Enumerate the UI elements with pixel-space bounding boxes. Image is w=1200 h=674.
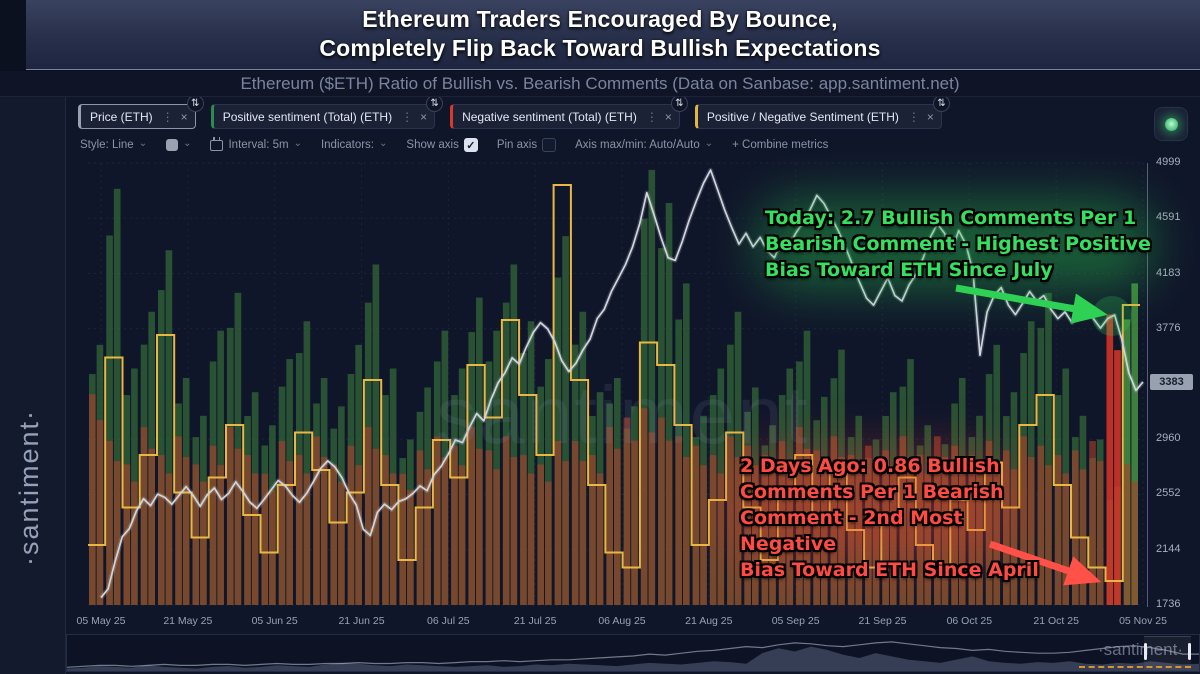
- title-banner: Ethereum Traders Encouraged By Bounce, C…: [0, 0, 1200, 70]
- chart-subtitle: Ethereum ($ETH) Ratio of Bullish vs. Bea…: [0, 71, 1200, 97]
- date-tick-label: 06 Aug 25: [598, 615, 646, 627]
- price-axis-line: [1147, 163, 1148, 607]
- date-tick-label: 05 Sep 25: [771, 615, 820, 627]
- price-tick-label: 4183: [1156, 266, 1181, 279]
- tab-label: Positive / Negative Sentiment (ETH): [706, 109, 899, 124]
- bearish-annotation-line: Comments Per 1 Bearish: [740, 481, 1004, 503]
- tab-positive-negative-ratio[interactable]: Positive / Negative Sentiment (ETH) ⋮ × …: [694, 95, 950, 129]
- bullish-annotation-line: Bias Toward ETH Since July: [765, 259, 1053, 281]
- left-sidebar: ·santiment·: [0, 97, 66, 674]
- price-tick-label: 4591: [1156, 211, 1181, 224]
- bearish-annotation-line: Bias Toward ETH Since April: [740, 559, 1039, 581]
- price-tick-label: 2552: [1156, 487, 1181, 500]
- chevron-down-icon: ⌄: [704, 137, 714, 149]
- main-chart-area[interactable]: [74, 155, 1154, 615]
- date-tick-label: 21 Jun 25: [338, 615, 385, 627]
- pin-axis-label: Pin axis: [496, 139, 538, 151]
- bearish-annotation-line: Comment - 2nd Most Negative: [740, 507, 963, 555]
- date-tick-label: 05 Jun 25: [251, 615, 298, 627]
- chart-toolbar: Style: Line ⌄ ⌄ Interval: 5m ⌄ Indicator…: [80, 136, 828, 152]
- tab-label: Positive sentiment (Total) (ETH): [222, 109, 393, 124]
- tab-price-eth[interactable]: Price (ETH) ⋮ × ⇅: [78, 95, 204, 129]
- combine-metrics-label: + Combine metrics: [732, 139, 829, 151]
- tab-menu-icon[interactable]: ⋮: [401, 109, 414, 124]
- price-tick-label: 2960: [1156, 432, 1181, 445]
- navigator-highlight-dash: [1079, 666, 1191, 668]
- price-tick-label: 4999: [1156, 156, 1181, 168]
- interval-icon: [210, 136, 224, 151]
- show-axis-checkbox[interactable]: ✓: [463, 138, 478, 152]
- date-tick-label: 05 May 25: [76, 615, 126, 627]
- date-tick-label: 21 May 25: [163, 615, 213, 627]
- header-left-cap: [0, 0, 26, 70]
- tab-close-icon[interactable]: ×: [180, 109, 188, 124]
- date-tick-label: 21 Oct 25: [1033, 615, 1079, 627]
- chevron-down-icon: ⌄: [183, 137, 192, 149]
- tab-close-icon[interactable]: ×: [664, 109, 672, 124]
- price-badge: 3383: [1150, 373, 1193, 390]
- pin-axis-toggle[interactable]: Pin axis: [496, 138, 557, 152]
- live-status-button[interactable]: [1154, 107, 1188, 141]
- tab-negative-sentiment[interactable]: Negative sentiment (Total) (ETH) ⋮ × ⇅: [450, 95, 688, 129]
- indicators-dropdown[interactable]: Indicators: ⌄: [320, 137, 388, 152]
- date-tick-label: 06 Oct 25: [946, 615, 993, 627]
- tab-swap-axis-icon[interactable]: ⇅: [186, 95, 204, 112]
- tab-menu-icon[interactable]: ⋮: [161, 109, 174, 124]
- tab-close-icon[interactable]: ×: [926, 109, 934, 124]
- timeline-navigator[interactable]: ·santiment·: [66, 634, 1200, 672]
- santiment-vertical-logo: ·santiment·: [14, 408, 44, 566]
- page-title-line1: Ethereum Traders Encouraged By Bounce,: [362, 6, 838, 32]
- tab-label: Price (ETH): [90, 109, 153, 124]
- interval-label: Interval: 5m: [228, 139, 289, 151]
- color-swatch: [166, 139, 179, 151]
- indicators-label: Indicators:: [320, 139, 375, 151]
- price-tick-label: 1736: [1156, 598, 1181, 610]
- pin-axis-checkbox[interactable]: [542, 138, 557, 152]
- chevron-down-icon: ⌄: [379, 137, 388, 149]
- price-tick-label: 3776: [1156, 321, 1181, 334]
- tab-label: Negative sentiment (Total) (ETH): [462, 109, 637, 124]
- tab-menu-icon[interactable]: ⋮: [907, 109, 920, 124]
- metric-tabs-row: Price (ETH) ⋮ × ⇅ Positive sentiment (To…: [78, 95, 950, 129]
- bearish-annotation: 2 Days Ago: 0.86 Bullish Comments Per 1 …: [740, 453, 1050, 583]
- date-tick-label: 05 Nov 25: [1119, 615, 1167, 627]
- page-title-line2: Completely Flip Back Toward Bullish Expe…: [319, 35, 881, 61]
- bullish-annotation-line: Today: 2.7 Bullish Comments Per 1: [765, 207, 1137, 229]
- show-axis-label: Show axis: [406, 139, 459, 151]
- tab-swap-axis-icon[interactable]: ⇅: [426, 95, 444, 112]
- navigator-left-handle[interactable]: [1144, 643, 1147, 660]
- date-tick-label: 06 Jul 25: [427, 615, 470, 627]
- tab-positive-sentiment[interactable]: Positive sentiment (Total) (ETH) ⋮ × ⇅: [210, 95, 444, 129]
- tab-swap-axis-icon[interactable]: ⇅: [670, 95, 688, 112]
- navigator-chart-svg: [67, 641, 1199, 671]
- bearish-annotation-line: 2 Days Ago: 0.86 Bullish: [740, 455, 1000, 477]
- bullish-annotation-line: Bearish Comment - Highest Positive: [765, 233, 1151, 255]
- main-chart-svg[interactable]: [74, 155, 1154, 615]
- chart-panel: Price (ETH) ⋮ × ⇅ Positive sentiment (To…: [66, 95, 1200, 674]
- date-tick-label: 21 Jul 25: [513, 615, 557, 627]
- navigator-right-handle[interactable]: [1188, 643, 1191, 660]
- tab-close-icon[interactable]: ×: [420, 109, 428, 124]
- style-dropdown[interactable]: Style: Line ⌄: [80, 137, 148, 152]
- axis-maxmin-dropdown[interactable]: Axis max/min: Auto/Auto ⌄: [575, 137, 714, 152]
- style-label: Style: Line: [80, 139, 134, 151]
- live-green-dot-icon: [1164, 117, 1178, 131]
- chevron-down-icon: ⌄: [293, 137, 302, 149]
- interval-dropdown[interactable]: Interval: 5m ⌄: [210, 136, 302, 151]
- date-tick-label: 21 Aug 25: [685, 615, 733, 627]
- color-swatch-dropdown[interactable]: ⌄: [166, 137, 192, 151]
- combine-metrics-button[interactable]: + Combine metrics: [732, 139, 828, 151]
- date-tick-label: 21 Sep 25: [858, 615, 907, 627]
- bullish-annotation: Today: 2.7 Bullish Comments Per 1 Bearis…: [765, 205, 1165, 283]
- axis-maxmin-label: Axis max/min: Auto/Auto: [575, 139, 700, 151]
- navigator-selection[interactable]: [1144, 636, 1191, 670]
- price-tick-label: 2144: [1156, 542, 1181, 555]
- tab-menu-icon[interactable]: ⋮: [645, 109, 658, 124]
- show-axis-toggle[interactable]: Show axis ✓: [406, 138, 478, 152]
- tab-swap-axis-icon[interactable]: ⇅: [932, 95, 950, 112]
- chevron-down-icon: ⌄: [138, 137, 148, 149]
